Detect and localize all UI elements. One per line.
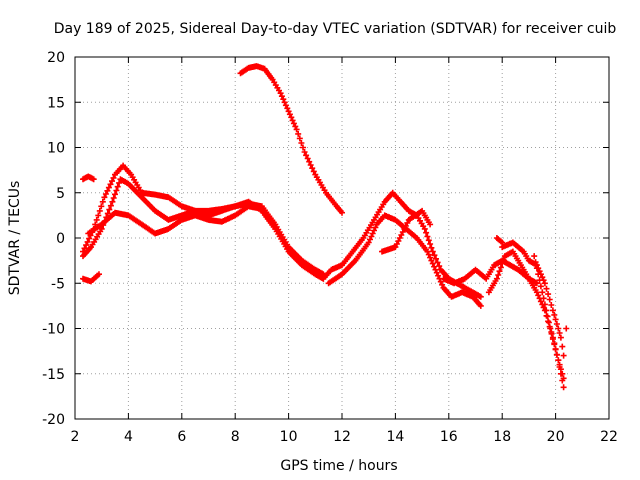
series-track-o	[563, 325, 570, 332]
x-tick-label: 14	[386, 429, 404, 445]
series-track-l	[499, 239, 567, 359]
y-tick-label: 15	[47, 95, 65, 111]
series-track-c	[85, 203, 279, 237]
y-tick-label: 10	[47, 141, 65, 157]
series-track-d	[80, 173, 97, 183]
series-track-i	[379, 207, 434, 255]
point-markers	[237, 63, 345, 216]
point-markers	[80, 173, 97, 183]
x-tick-label: 2	[71, 429, 80, 445]
series-track-f	[237, 63, 345, 216]
data-points	[80, 63, 570, 391]
series-track-m	[531, 253, 567, 382]
point-markers	[531, 253, 567, 382]
x-tick-label: 4	[124, 429, 133, 445]
y-tick-label: 0	[56, 231, 65, 247]
series-track-a	[80, 176, 327, 282]
point-markers	[499, 239, 567, 359]
y-tick-label: 5	[56, 186, 65, 202]
y-axis-label: SDTVAR / TECUs	[7, 181, 23, 296]
x-tick-label: 12	[333, 429, 351, 445]
point-markers	[379, 207, 434, 255]
series-track-h	[325, 212, 484, 309]
point-markers	[493, 235, 506, 246]
series-track-e	[80, 271, 102, 285]
point-markers	[85, 203, 279, 237]
axis-ticks: 2 4 6 8 10 12 14 16 18 20 22 -20 -15 -10 -5 0 5 10 15 20	[42, 50, 618, 445]
point-markers	[80, 271, 102, 285]
y-tick-label: -10	[42, 322, 65, 338]
x-axis-label: GPS time / hours	[280, 458, 397, 474]
x-tick-label: 6	[177, 429, 186, 445]
x-tick-label: 20	[547, 429, 565, 445]
point-markers	[563, 325, 570, 332]
x-tick-label: 8	[231, 429, 240, 445]
y-tick-label: -5	[51, 276, 65, 292]
y-tick-label: -15	[42, 367, 65, 383]
x-tick-label: 10	[280, 429, 298, 445]
x-tick-label: 16	[440, 429, 458, 445]
chart-title: Day 189 of 2025, Sidereal Day-to-day VTE…	[54, 21, 617, 37]
point-markers	[80, 176, 327, 282]
series-track-n	[493, 235, 506, 246]
x-tick-label: 22	[600, 429, 618, 445]
y-tick-label: -20	[42, 412, 65, 428]
point-markers	[325, 212, 484, 309]
grid-lines	[75, 57, 609, 419]
y-tick-label: 20	[47, 50, 65, 66]
x-tick-label: 18	[493, 429, 511, 445]
